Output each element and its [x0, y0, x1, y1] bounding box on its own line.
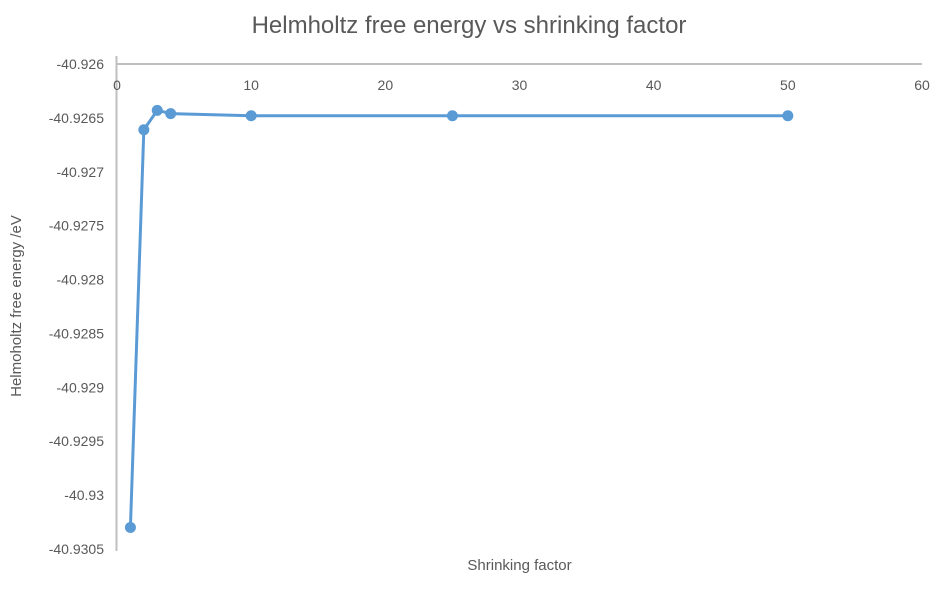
data-point [138, 124, 150, 136]
y-tick-label: -40.9305 [49, 541, 104, 557]
y-tick-label: -40.929 [57, 379, 105, 395]
x-tick-label: 30 [512, 77, 528, 93]
x-tick-label: 40 [646, 77, 662, 93]
y-tick-label: -40.9295 [49, 433, 104, 449]
data-point [446, 110, 458, 122]
x-axis-title: Shrinking factor [467, 557, 572, 574]
x-tick-label: 10 [243, 77, 259, 93]
y-tick-label: -40.9275 [49, 218, 104, 234]
x-tick-label: 20 [378, 77, 394, 93]
x-tick-label: 50 [780, 77, 796, 93]
y-tick-label: -40.93 [64, 487, 104, 503]
y-tick-label: -40.9285 [49, 325, 104, 341]
data-point [245, 110, 257, 122]
y-axis-title: Helmoholtz free energy /eV [8, 215, 25, 397]
x-tick-label: 60 [914, 77, 930, 93]
data-point [782, 110, 794, 122]
y-tick-label: -40.928 [57, 272, 105, 288]
x-tick-label: 0 [113, 77, 121, 93]
data-point [151, 104, 163, 116]
series-line [128, 108, 790, 529]
data-point [165, 108, 177, 120]
y-tick-label: -40.927 [57, 164, 105, 180]
data-point [124, 521, 136, 533]
y-tick-label: -40.9265 [49, 110, 104, 126]
y-tick-label: -40.926 [57, 56, 105, 72]
chart-title: Helmholtz free energy vs shrinking facto… [251, 12, 687, 39]
